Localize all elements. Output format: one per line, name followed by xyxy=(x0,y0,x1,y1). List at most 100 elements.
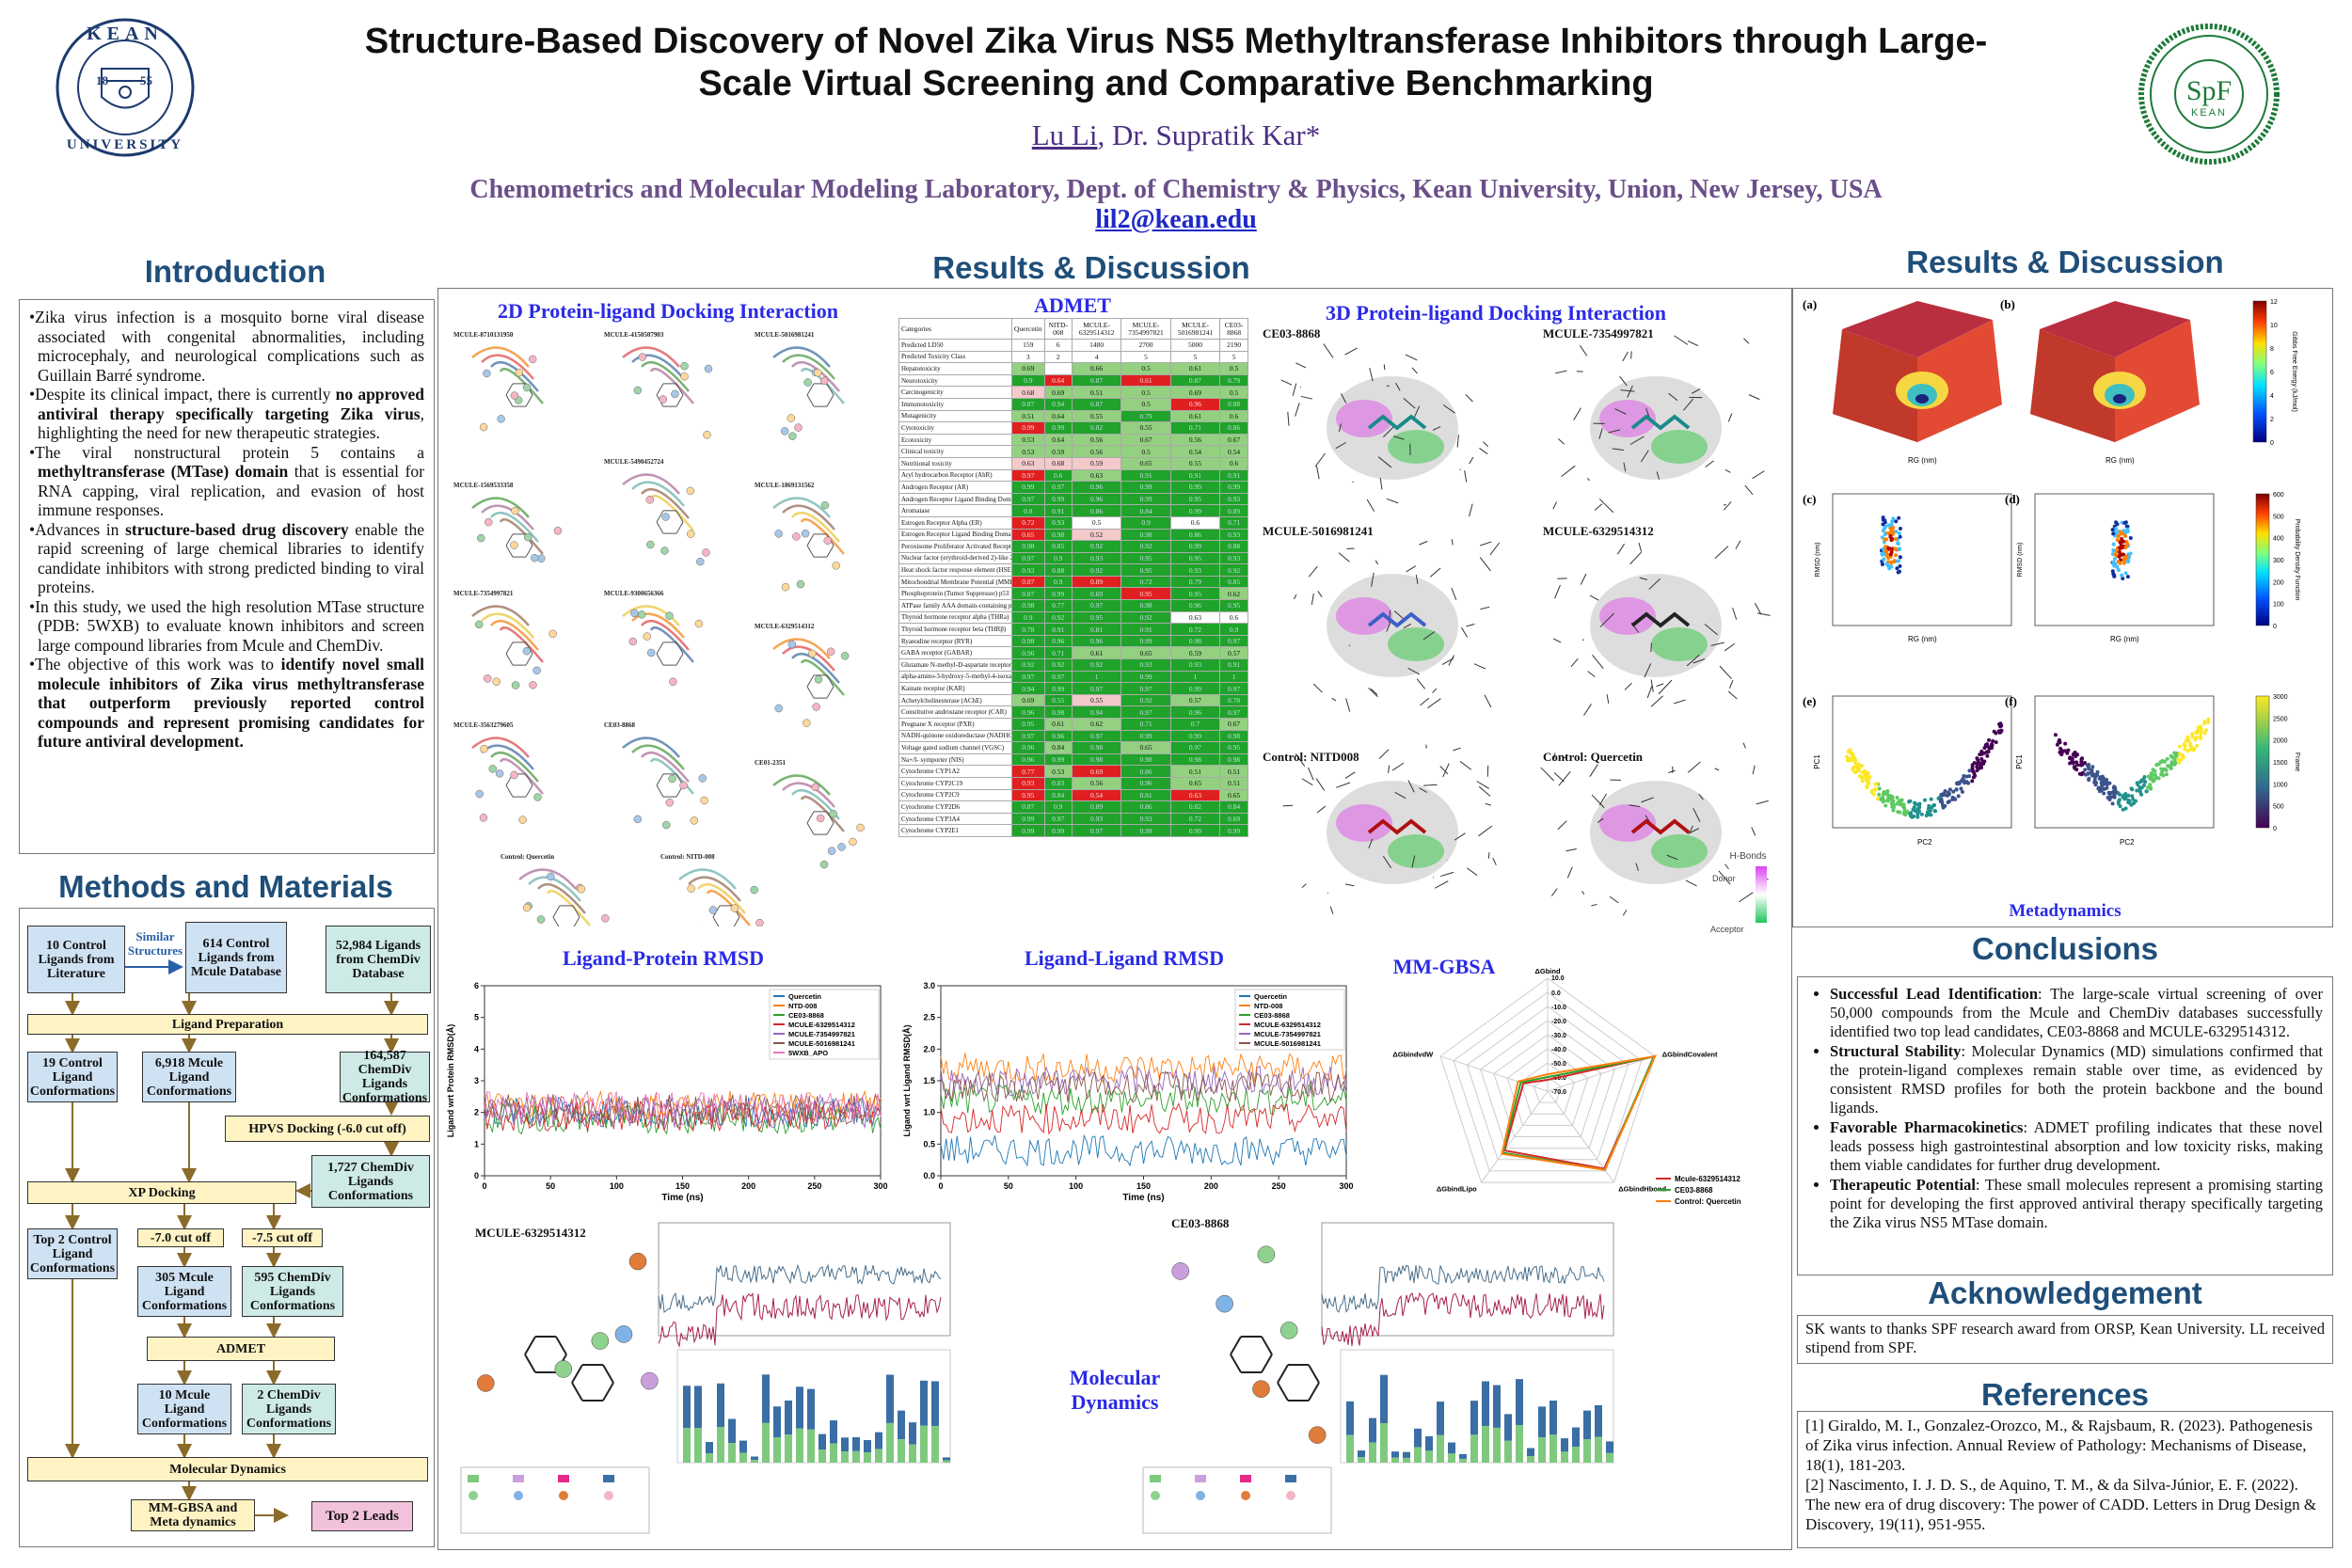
pca-point xyxy=(2139,785,2144,790)
pdf-point xyxy=(1891,531,1896,536)
pca-point xyxy=(2100,783,2105,787)
md-contact-bar xyxy=(694,1428,702,1463)
radar-series xyxy=(1502,1054,1657,1170)
radar-ring xyxy=(1480,1020,1615,1149)
admet-header: CE03-8868 xyxy=(1219,318,1248,340)
pca-point xyxy=(2101,776,2106,781)
admet-cell: 0.56 xyxy=(1071,433,1122,447)
md-contact-bar xyxy=(1561,1438,1568,1452)
pca-point xyxy=(2055,742,2059,747)
pc1-axis-label: PC1 xyxy=(2015,754,2024,769)
md-contact-bar xyxy=(886,1374,894,1423)
admet-cell: 0.51 xyxy=(1219,776,1248,790)
legend-label: MCULE-6329514312 xyxy=(788,1021,855,1029)
admet-cell: 0.87 xyxy=(1071,397,1122,411)
pca-point xyxy=(1896,810,1900,815)
pdf-point xyxy=(2110,569,2115,574)
pca-point xyxy=(2168,764,2172,768)
md-contact-bar xyxy=(739,1452,747,1463)
admet-cell: 0.99 xyxy=(1011,481,1045,494)
pca-point xyxy=(1873,787,1878,792)
md-contact-bar xyxy=(818,1449,826,1463)
admet-cell: 0.86 xyxy=(1169,528,1221,542)
admet-cell: Voltage gated sodium channel (VGSC) xyxy=(898,741,1012,754)
admet-cell: 0.53 xyxy=(1043,765,1073,778)
md-contact-bar xyxy=(1425,1435,1433,1451)
metadynamics-caption: Metadynamics xyxy=(2009,901,2122,921)
pca-point xyxy=(1994,740,1998,745)
pdf-point xyxy=(2114,520,2119,525)
spf-logo: SpF KEAN xyxy=(2137,23,2280,166)
pca-point xyxy=(2164,772,2169,777)
radar-spoke xyxy=(1481,1090,1549,1183)
mmgbsa-title: MM-GBSA xyxy=(1392,955,1496,978)
md-contact-bar xyxy=(1504,1414,1512,1441)
pca-point xyxy=(2113,790,2118,795)
legend-label: CE03-8868 xyxy=(1675,1186,1713,1195)
series-line xyxy=(940,1133,1347,1167)
panel-label: (a) xyxy=(1803,297,1817,311)
docking2d-title: 2D Protein-ligand Docking Interaction xyxy=(498,299,838,323)
docking2d-diagram: MCULE-1869131562 xyxy=(755,482,845,592)
flow-admet: ADMET xyxy=(147,1337,335,1361)
pca-point xyxy=(1857,774,1862,779)
admet-cell: 0.98 xyxy=(1011,540,1045,553)
pca-point xyxy=(1953,797,1958,801)
pca-point xyxy=(1931,803,1935,808)
admet-cell: 0.99 xyxy=(1169,481,1221,494)
rg-axis-label: RG (nm) xyxy=(2110,635,2139,643)
free-energy-surface xyxy=(1833,301,2002,442)
radar-ring-label: -20.0 xyxy=(1551,1019,1566,1025)
pca-point xyxy=(1859,763,1864,768)
admet-cell: 0.91 xyxy=(1219,468,1248,483)
metadynamics-panel: (a) RG (nm) (b) RG (nm) 0 2 4 6 8 10 12 Gibbs Free … xyxy=(1795,292,2329,903)
admet-cell: 0.61 xyxy=(1169,409,1221,423)
pca-point xyxy=(1845,754,1850,759)
series-line xyxy=(940,1053,1347,1085)
pdf-point xyxy=(1882,558,1886,562)
md-legend-swatch xyxy=(1286,1491,1295,1500)
admet-cell: 0.54 xyxy=(1071,788,1122,802)
pca-point xyxy=(2096,786,2101,791)
docking2d-label: Control: NITD-008 xyxy=(660,853,715,861)
pca-point xyxy=(2058,750,2062,754)
hbond-legend-title: H-Bonds xyxy=(1729,851,1767,862)
admet-cell: 0.55 xyxy=(1071,409,1122,423)
admet-cell: 0.97 xyxy=(1120,705,1171,719)
admet-cell: 0.99 xyxy=(1011,812,1045,826)
admet-cell: ATPase family AAA domain-containing prot… xyxy=(898,599,1012,612)
admet-cell: 0.97 xyxy=(1071,599,1122,612)
pca-point xyxy=(2089,770,2093,775)
author-1-link[interactable]: Lu Li xyxy=(1031,119,1098,151)
admet-row: Estrogen Receptor Alpha (ER) 0.72 0.93 0.5 0… xyxy=(898,515,1248,530)
pca-point xyxy=(1885,799,1890,803)
admet-cell: 0.77 xyxy=(1043,599,1073,612)
x-tick-label: 300 xyxy=(1339,1181,1353,1191)
pca-point xyxy=(2075,763,2080,768)
x-tick-label: 200 xyxy=(1204,1181,1218,1191)
admet-cell: Aromatase xyxy=(898,504,1012,517)
email-link[interactable]: lil2@kean.edu xyxy=(1095,205,1257,234)
admet-cell: 0.87 xyxy=(1169,373,1221,388)
series-line xyxy=(484,1089,882,1123)
radar-axis-label: ΔGbindLipo xyxy=(1437,1185,1477,1194)
kean-seal-icon: KEAN UNIVERSITY xyxy=(56,18,195,157)
docking2d-diagram: MCULE-4150507903 xyxy=(604,331,713,439)
pca-point xyxy=(2141,783,2146,787)
colorbar xyxy=(2255,695,2270,829)
md-contact-bar xyxy=(830,1443,837,1463)
admet-cell: 0.95 xyxy=(1120,587,1171,601)
pdf-point xyxy=(2115,547,2120,552)
admet-cell: 0.99 xyxy=(1169,729,1221,743)
pca-point xyxy=(2142,775,2147,780)
md-ligand-rmsd-line xyxy=(1321,1291,1605,1347)
docking3d-label: CE03-8868 xyxy=(1263,326,1321,341)
admet-cell: 0.98 xyxy=(1120,599,1171,612)
pca-point xyxy=(2116,801,2121,806)
docking2d-label: MCULE-7354997821 xyxy=(453,590,514,597)
admet-cell: 0.9 xyxy=(1120,515,1171,530)
pca-point xyxy=(1860,779,1865,784)
admet-cell: 0.8 xyxy=(1011,504,1045,517)
admet-cell: 0.99 xyxy=(1043,587,1073,601)
colorbar-tick: 1500 xyxy=(2273,760,2288,767)
